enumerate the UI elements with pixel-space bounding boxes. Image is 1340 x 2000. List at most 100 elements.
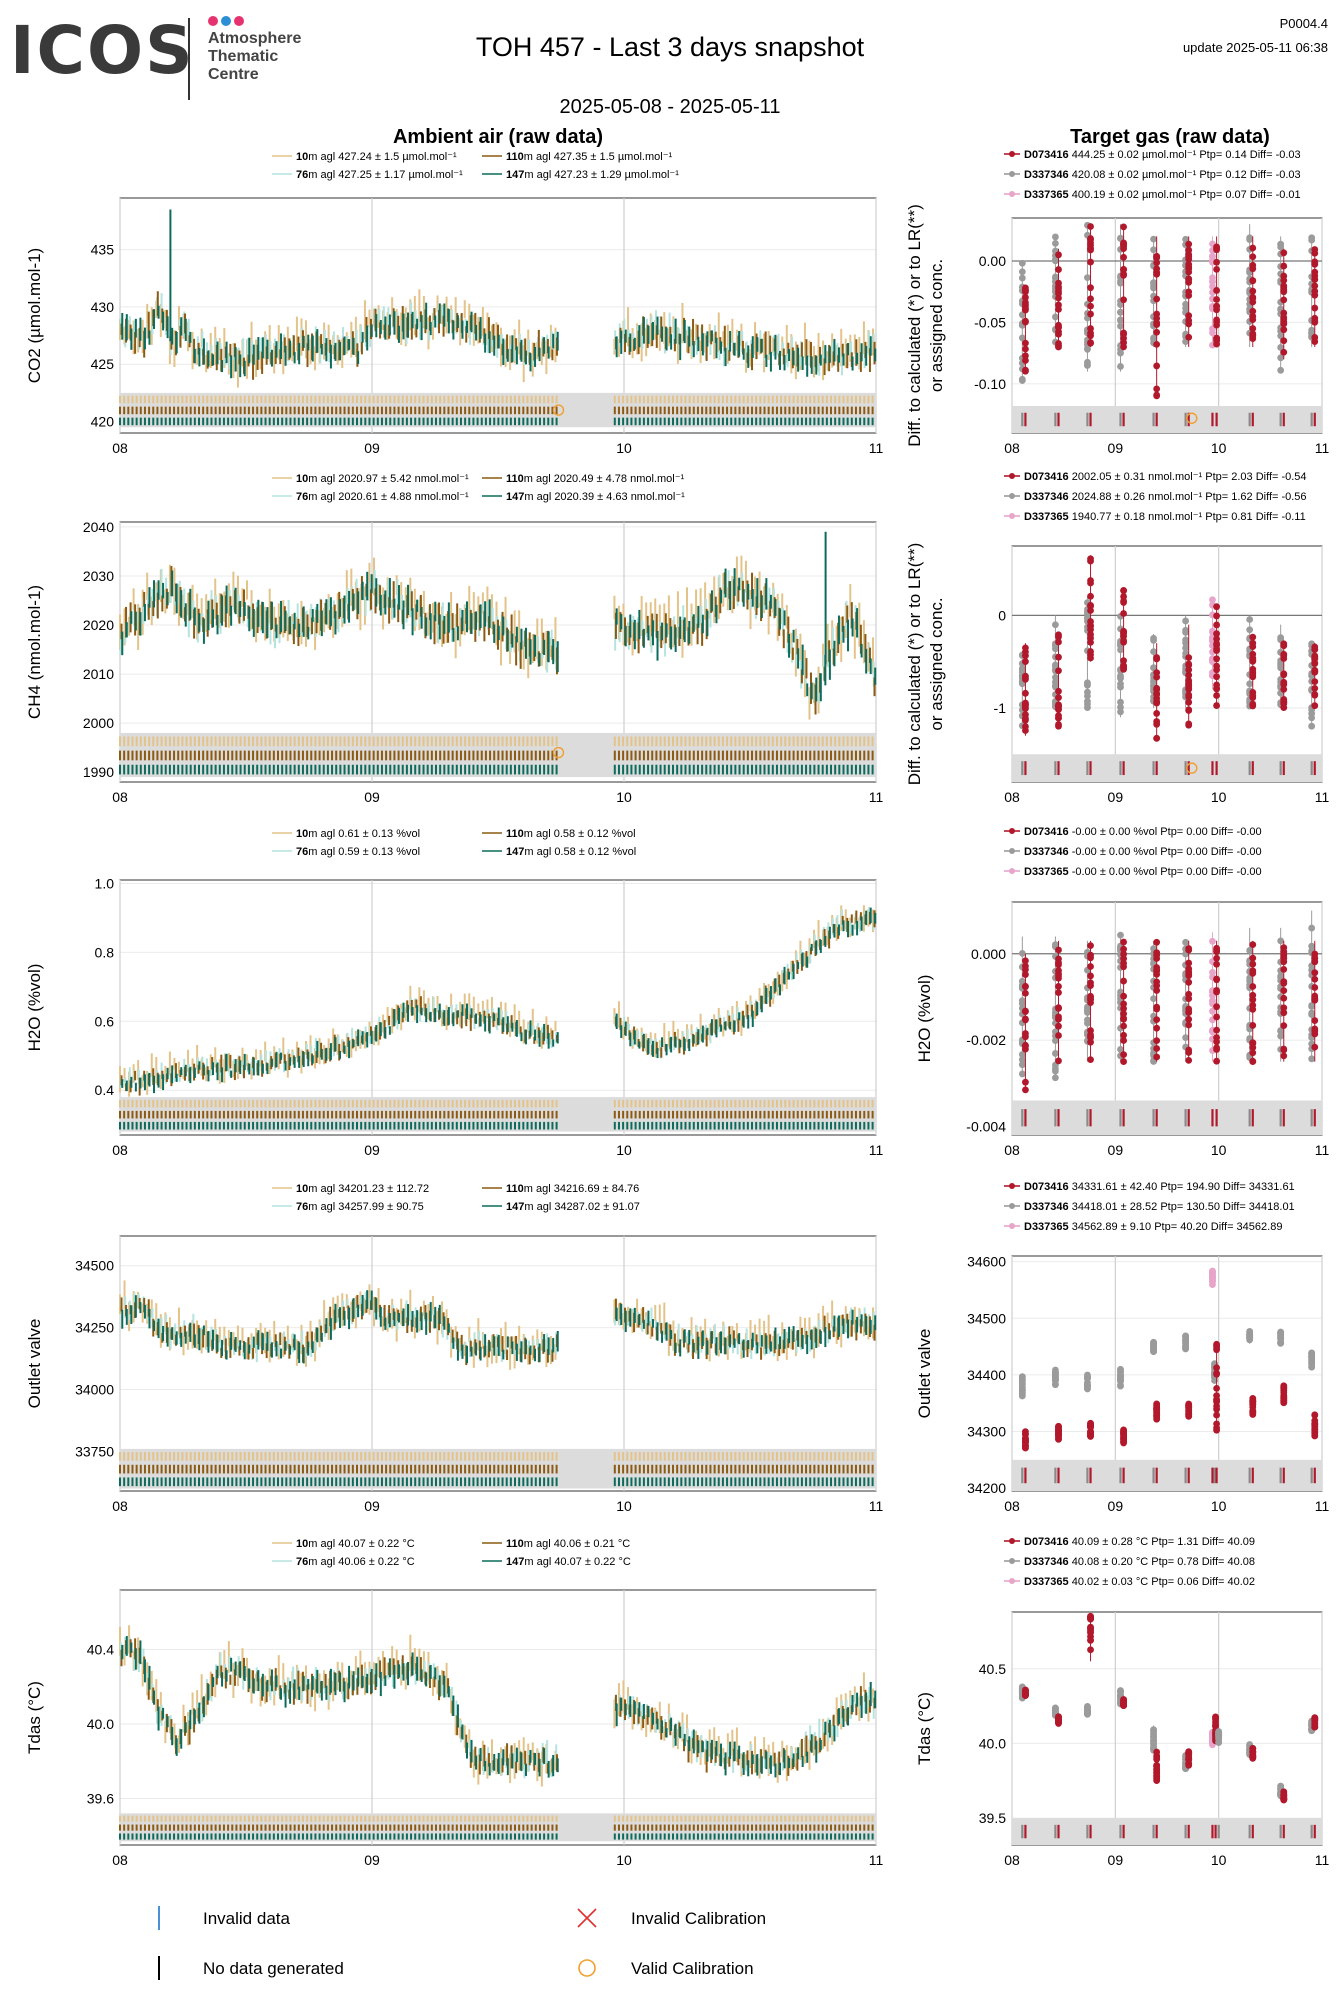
legend-entry: D337346 420.08 ± 0.02 µmol.mol⁻¹ Ptp= 0.…: [1024, 169, 1301, 181]
x-tick-label: 11: [869, 440, 884, 456]
x-tick-label: 10: [616, 789, 632, 805]
cluster-D073416: [1055, 940, 1062, 1065]
legend-marker: [1009, 828, 1015, 834]
ambient-air-header: Ambient air (raw data): [393, 126, 603, 148]
series-h147: [121, 531, 877, 702]
y-tick-label: 435: [91, 242, 115, 258]
legend-marker: [1009, 191, 1015, 197]
legend-entry: D337346 34418.01 ± 28.52 Ptp= 130.50 Dif…: [1024, 1201, 1295, 1213]
legend-value: m agl 0.61 ± 0.13 %vol: [308, 828, 420, 840]
cluster-D073416: [1087, 555, 1094, 662]
x-tick-label: 11: [869, 1498, 884, 1514]
x-tick-label: 08: [112, 1142, 128, 1158]
x-tick-label: 09: [1108, 1142, 1124, 1158]
h2o-ambient-chart: 0.4 0.6 0.8 1.0 08 09 10 11 H2O (%vol): [25, 875, 883, 1158]
target-gas-header: Target gas (raw data): [1070, 126, 1270, 148]
legend-entry: D337346 -0.00 ± 0.00 %vol Ptp= 0.00 Diff…: [1024, 846, 1262, 858]
valid-calibration-marker: [552, 404, 565, 416]
y-tick-label: -0.004: [966, 1118, 1006, 1134]
legend-height: 76: [296, 169, 308, 181]
product-code: P0004.4: [1279, 16, 1328, 31]
legend-height: 10: [296, 1183, 308, 1195]
legend-entry: D337365 400.19 ± 0.02 µmol.mol⁻¹ Ptp= 0.…: [1024, 189, 1301, 201]
legend-value: 420.08 ± 0.02 µmol.mol⁻¹ Ptp= 0.12 Diff=…: [1069, 169, 1301, 181]
legend-name: D337346: [1024, 1201, 1069, 1213]
y-axis-label: Diff. to calculated (*) or to LR(**) or a…: [905, 204, 946, 447]
page-title: TOH 457 - Last 3 days snapshot: [475, 32, 865, 62]
cluster-D073416: [1055, 631, 1062, 730]
y-axis-label-line: H2O (%vol): [25, 964, 44, 1052]
legend-value: m agl 427.24 ± 1.5 µmol.mol⁻¹: [308, 151, 457, 163]
logo-divider: [188, 18, 190, 100]
legend-value: 444.25 ± 0.02 µmol.mol⁻¹ Ptp= 0.14 Diff=…: [1069, 149, 1301, 161]
y-tick-label: -1: [994, 700, 1007, 716]
legend-name: D073416: [1024, 149, 1069, 161]
legend-height: 110: [506, 828, 524, 840]
legend-marker: [1009, 513, 1015, 519]
y-axis-label-line: CH4 (nmol.mol-1): [25, 585, 44, 719]
y-axis-label: H2O (%vol): [25, 964, 44, 1052]
x-tick-label: 11: [1315, 789, 1330, 805]
legend-entry: D073416 444.25 ± 0.02 µmol.mol⁻¹ Ptp= 0.…: [1024, 149, 1301, 161]
x-tick-label: 10: [1211, 440, 1227, 456]
legend-value: 400.19 ± 0.02 µmol.mol⁻¹ Ptp= 0.07 Diff=…: [1069, 189, 1301, 201]
legend-entry: 76m agl 2020.61 ± 4.88 nmol.mol⁻¹: [296, 491, 469, 503]
legend-entry: D073416 -0.00 ± 0.00 %vol Ptp= 0.00 Diff…: [1024, 826, 1262, 838]
ch4-target-legend: D073416 2002.05 ± 0.31 nmol.mol⁻¹ Ptp= 2…: [1004, 471, 1307, 523]
flag-row-h147: [119, 417, 874, 426]
legend-value: m agl 427.23 ± 1.29 µmol.mol⁻¹: [524, 169, 679, 181]
logo-subtitle: Atmosphere Thematic Centre: [208, 30, 302, 83]
x-tick-label: 11: [1315, 440, 1330, 456]
legend-entry: D337365 1940.77 ± 0.18 nmol.mol⁻¹ Ptp= 0…: [1024, 511, 1306, 523]
cluster-D073416: [1280, 940, 1288, 1062]
legend-entry: 110m agl 2020.49 ± 4.78 nmol.mol⁻¹: [506, 473, 685, 485]
legend-entry: 110m agl 0.58 ± 0.12 %vol: [506, 828, 636, 840]
y-tick-label: 1990: [83, 764, 114, 780]
x-tick-label: 08: [112, 440, 128, 456]
legend-value: 34562.89 ± 9.10 Ptp= 40.20 Diff= 34562.8…: [1069, 1221, 1283, 1233]
y-axis-label-line: CO2 (µmol.mol-1): [25, 248, 44, 383]
series-h147: [121, 907, 877, 1094]
legend-height: 110: [506, 151, 524, 163]
y-tick-label: -0.002: [966, 1032, 1006, 1048]
outlet-ambient-chart: 33750 34000 34250 34500 08 09 10 11 Outlet valve: [25, 1235, 884, 1514]
ch4-ambient-chart: 1990 2000 2010 2020 2030 2040 08 09 10 11 CH4 (nmo…: [25, 519, 883, 805]
valid-calibration-marker: [1186, 412, 1198, 424]
logo-dot-blue: [221, 16, 231, 26]
legend-entry: D073416 2002.05 ± 0.31 nmol.mol⁻¹ Ptp= 2…: [1024, 471, 1307, 483]
legend-value: 34331.61 ± 42.40 Ptp= 194.90 Diff= 34331…: [1069, 1181, 1295, 1193]
date-range: 2025-05-08 - 2025-05-11: [559, 96, 781, 118]
legend-entry: D073416 34331.61 ± 42.40 Ptp= 194.90 Dif…: [1024, 1181, 1295, 1193]
y-axis-label: CH4 (nmol.mol-1): [25, 585, 44, 719]
y-axis-label-line: or assigned conc.: [927, 259, 946, 392]
y-axis-label: H2O (%vol): [915, 975, 934, 1063]
y-tick-label: -0.05: [974, 314, 1006, 330]
flag-row-h147: [119, 1121, 874, 1130]
legend-height: 147: [506, 491, 524, 503]
legend-height: 10: [296, 151, 308, 163]
y-axis-label: Outlet valve: [25, 1319, 44, 1409]
y-tick-label: 2000: [83, 715, 114, 731]
legend-entry: 10m agl 34201.23 ± 112.72: [296, 1183, 429, 1195]
legend-entry: 147m agl 427.23 ± 1.29 µmol.mol⁻¹: [506, 169, 679, 181]
y-tick-label: 34000: [75, 1381, 114, 1397]
icos-logo: ICOS: [10, 12, 195, 89]
legend-value: m agl 0.58 ± 0.12 %vol: [524, 846, 636, 858]
cluster-D073416: [1022, 643, 1029, 736]
legend-entry: D337365 34562.89 ± 9.10 Ptp= 40.20 Diff=…: [1024, 1221, 1282, 1233]
legend-height: 76: [296, 491, 308, 503]
cluster-D073416: [1120, 586, 1127, 673]
legend-value: m agl 34287.02 ± 91.07: [524, 1201, 640, 1213]
y-axis-label-line: Diff. to calculated (*) or to LR(**): [905, 204, 924, 447]
x-tick-label: 09: [364, 1142, 380, 1158]
no-data-band: [1012, 754, 1322, 782]
cluster-D073416: [1185, 940, 1193, 1064]
legend-marker: [1009, 1183, 1015, 1189]
x-tick-label: 09: [364, 1498, 380, 1514]
legend-value: m agl 2020.97 ± 5.42 nmol.mol⁻¹: [308, 473, 469, 485]
outlet-target-legend: D073416 34331.61 ± 42.40 Ptp= 194.90 Dif…: [1004, 1181, 1295, 1233]
plot-frame: [1011, 545, 1323, 783]
flag-row-h10: [119, 736, 874, 747]
x-tick-label: 10: [616, 1142, 632, 1158]
x-tick-label: 08: [112, 1498, 128, 1514]
